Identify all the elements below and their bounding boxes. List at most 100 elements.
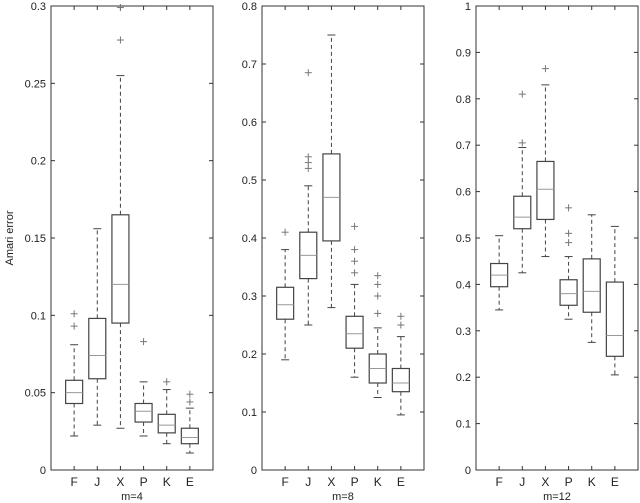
category-label: P	[351, 475, 359, 489]
iqr-box	[536, 160, 555, 221]
category-label: E	[186, 475, 194, 489]
category-label: X	[541, 475, 549, 489]
y-tick-label: 0.6	[242, 117, 257, 129]
iqr-box	[111, 214, 130, 324]
box-F: F	[276, 6, 295, 489]
box-K: K	[157, 6, 176, 489]
outlier-marker	[116, 4, 124, 12]
outlier-marker	[351, 246, 359, 254]
y-tick-label: 0.8	[242, 1, 257, 13]
iqr-box	[180, 427, 199, 445]
box-F: F	[490, 6, 509, 489]
y-tick-label: 0.4	[242, 233, 257, 245]
y-tick-label: 0.1	[456, 419, 471, 431]
y-tick-label: 0.2	[31, 156, 46, 168]
box-X: X	[111, 4, 130, 489]
panel-xlabel: m=4	[121, 491, 143, 503]
y-tick-label: 0	[465, 465, 471, 477]
iqr-box	[276, 286, 295, 320]
iqr-box	[345, 315, 364, 349]
panel-1: 0 0.05 0.1 0.15 0.2 0.25 0.3 F J X P K Em=4 Amari err…	[4, 1, 214, 503]
y-axis-label: Amari error	[4, 210, 16, 265]
y-tick-label: 0.15	[25, 233, 46, 245]
outlier-marker	[351, 222, 359, 230]
y-tick-label: 0.5	[456, 233, 471, 245]
outlier-marker	[565, 239, 573, 247]
y-tick-label: 0.7	[456, 140, 471, 152]
outlier-marker	[518, 90, 526, 98]
plot-frame	[475, 5, 639, 471]
outlier-marker	[374, 272, 382, 280]
category-label: K	[588, 475, 596, 489]
y-tick-label: 0.8	[456, 94, 471, 106]
iqr-box	[134, 402, 153, 423]
box-J: J	[88, 6, 107, 489]
category-label: X	[116, 475, 124, 489]
outlier-marker	[281, 228, 289, 236]
y-tick-label: 0.2	[242, 349, 257, 361]
outlier-marker	[541, 65, 549, 73]
y-tick-label: 0.25	[25, 78, 46, 90]
outlier-marker	[351, 269, 359, 277]
outlier-marker	[70, 310, 78, 318]
outlier-marker	[374, 309, 382, 317]
category-label: K	[374, 475, 382, 489]
box-F: F	[65, 6, 84, 489]
box-P: P	[345, 6, 364, 489]
y-tick-label: 0.1	[242, 407, 257, 419]
box-E: E	[391, 6, 410, 489]
outlier-marker	[116, 36, 124, 44]
category-label: F	[495, 475, 502, 489]
iqr-box	[513, 195, 532, 230]
category-label: J	[94, 475, 100, 489]
category-label: F	[281, 475, 288, 489]
box-X: X	[322, 6, 341, 489]
box-P: P	[559, 6, 578, 489]
outlier-marker	[518, 139, 526, 147]
y-tick-label: 1	[465, 1, 471, 13]
category-label: K	[163, 475, 171, 489]
category-label: F	[70, 475, 77, 489]
outlier-marker	[163, 378, 171, 386]
box-P: P	[134, 6, 153, 489]
category-label: P	[565, 475, 573, 489]
category-label: E	[611, 475, 619, 489]
box-X: X	[536, 6, 555, 489]
y-tick-label: 0.3	[456, 326, 471, 338]
box-E: E	[605, 6, 624, 489]
outlier-marker	[304, 69, 312, 77]
outlier-marker	[565, 229, 573, 237]
box-J: J	[513, 6, 532, 489]
y-tick-label: 0.4	[456, 279, 471, 291]
outlier-marker	[186, 390, 194, 398]
y-tick-label: 0.2	[456, 372, 471, 384]
panel-xlabel: m=8	[332, 491, 354, 503]
panel-2: 0 0.1 0.2 0.3 0.4 0.5 0.6 0.7 0.8 F J X P K Em=8	[242, 1, 425, 503]
iqr-box	[157, 413, 176, 434]
panel-3: 0 0.1 0.2 0.3 0.4 0.5 0.6 0.7 0.8 0.9 1 F J X P K Em=12	[456, 1, 639, 503]
outlier-marker	[186, 398, 194, 406]
plot-frame	[261, 5, 425, 471]
iqr-box	[65, 379, 84, 405]
outlier-marker	[304, 153, 312, 161]
y-tick-label: 0	[251, 465, 257, 477]
category-label: X	[327, 475, 335, 489]
box-J: J	[299, 6, 318, 489]
category-label: E	[397, 475, 405, 489]
y-tick-label: 0.1	[31, 310, 46, 322]
category-label: J	[305, 475, 311, 489]
box-K: K	[368, 6, 387, 489]
y-tick-label: 0.9	[456, 47, 471, 59]
outlier-marker	[374, 280, 382, 288]
outlier-marker	[351, 257, 359, 265]
category-label: P	[140, 475, 148, 489]
box-E: E	[180, 6, 199, 489]
y-tick-label: 0	[40, 465, 46, 477]
outlier-marker	[397, 321, 405, 329]
iqr-box	[88, 317, 107, 380]
iqr-box	[582, 258, 601, 313]
y-tick-label: 0.7	[242, 59, 257, 71]
iqr-box	[605, 281, 624, 357]
iqr-box	[391, 367, 410, 393]
